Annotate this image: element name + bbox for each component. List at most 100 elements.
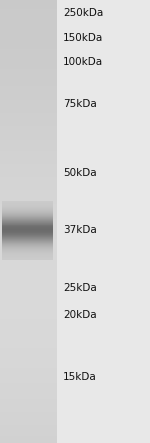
- Bar: [0, 121, 57, 124]
- Bar: [0, 0, 57, 443]
- Bar: [0, 431, 57, 434]
- Bar: [0, 130, 57, 133]
- Bar: [0, 217, 57, 219]
- Bar: [0, 150, 57, 153]
- Bar: [0, 241, 57, 244]
- Bar: [2, 234, 53, 235]
- Bar: [2, 217, 53, 219]
- Bar: [0, 232, 57, 235]
- Bar: [0, 403, 57, 405]
- Bar: [0, 31, 57, 33]
- Bar: [0, 265, 57, 268]
- Bar: [0, 434, 57, 436]
- Bar: [0, 396, 57, 399]
- Bar: [2, 248, 53, 249]
- Bar: [0, 161, 57, 164]
- Bar: [2, 210, 53, 212]
- Bar: [0, 288, 57, 290]
- Bar: [0, 347, 57, 350]
- Bar: [0, 59, 57, 62]
- Bar: [0, 314, 57, 317]
- Text: 250kDa: 250kDa: [63, 8, 103, 18]
- Bar: [0, 115, 57, 117]
- Bar: [0, 188, 57, 190]
- Bar: [2, 249, 53, 251]
- Bar: [0, 86, 57, 89]
- Bar: [0, 225, 57, 228]
- Bar: [0, 338, 57, 341]
- Bar: [0, 194, 57, 197]
- Bar: [0, 363, 57, 365]
- Bar: [0, 290, 57, 292]
- Bar: [0, 423, 57, 425]
- Bar: [2, 258, 53, 260]
- Bar: [0, 128, 57, 131]
- Bar: [0, 374, 57, 377]
- Bar: [2, 241, 53, 242]
- Bar: [0, 93, 57, 95]
- Bar: [0, 418, 57, 421]
- Bar: [0, 66, 57, 69]
- Bar: [0, 429, 57, 432]
- Bar: [0, 392, 57, 394]
- Bar: [0, 172, 57, 175]
- Bar: [2, 253, 53, 254]
- Bar: [0, 70, 57, 73]
- Bar: [2, 225, 53, 226]
- Bar: [0, 6, 57, 9]
- Bar: [0, 152, 57, 155]
- Bar: [2, 229, 53, 230]
- Bar: [0, 208, 57, 210]
- Bar: [0, 126, 57, 128]
- Bar: [2, 255, 53, 256]
- Bar: [2, 256, 53, 258]
- Bar: [0, 8, 57, 11]
- Bar: [2, 221, 53, 222]
- Bar: [2, 223, 53, 225]
- Bar: [0, 279, 57, 281]
- Bar: [0, 354, 57, 357]
- Bar: [0, 95, 57, 97]
- Bar: [0, 323, 57, 326]
- Bar: [0, 250, 57, 253]
- Bar: [0, 44, 57, 47]
- Bar: [0, 283, 57, 286]
- Bar: [2, 233, 53, 234]
- Bar: [0, 46, 57, 49]
- Bar: [0, 177, 57, 179]
- Bar: [2, 207, 53, 209]
- Bar: [0, 28, 57, 31]
- Bar: [2, 224, 53, 225]
- Bar: [0, 378, 57, 381]
- Bar: [0, 228, 57, 230]
- Bar: [0, 55, 57, 58]
- Bar: [0, 239, 57, 241]
- Bar: [0, 245, 57, 248]
- Bar: [0, 62, 57, 64]
- Bar: [0, 64, 57, 66]
- Bar: [2, 254, 53, 256]
- Bar: [0, 358, 57, 361]
- Bar: [0, 412, 57, 414]
- Bar: [0, 254, 57, 257]
- Bar: [0, 294, 57, 297]
- Text: 75kDa: 75kDa: [63, 99, 97, 109]
- Bar: [0, 214, 57, 217]
- Bar: [0, 405, 57, 408]
- Bar: [0, 192, 57, 195]
- Bar: [0, 361, 57, 363]
- Bar: [2, 246, 53, 248]
- Text: 15kDa: 15kDa: [63, 372, 97, 381]
- Bar: [0, 372, 57, 374]
- Bar: [0, 157, 57, 159]
- Bar: [0, 124, 57, 126]
- Bar: [0, 119, 57, 122]
- Bar: [0, 163, 57, 166]
- Bar: [0, 82, 57, 84]
- Bar: [0, 141, 57, 144]
- Bar: [2, 206, 53, 207]
- Bar: [0, 4, 57, 7]
- Bar: [2, 227, 53, 229]
- Bar: [0, 101, 57, 104]
- Bar: [0, 190, 57, 193]
